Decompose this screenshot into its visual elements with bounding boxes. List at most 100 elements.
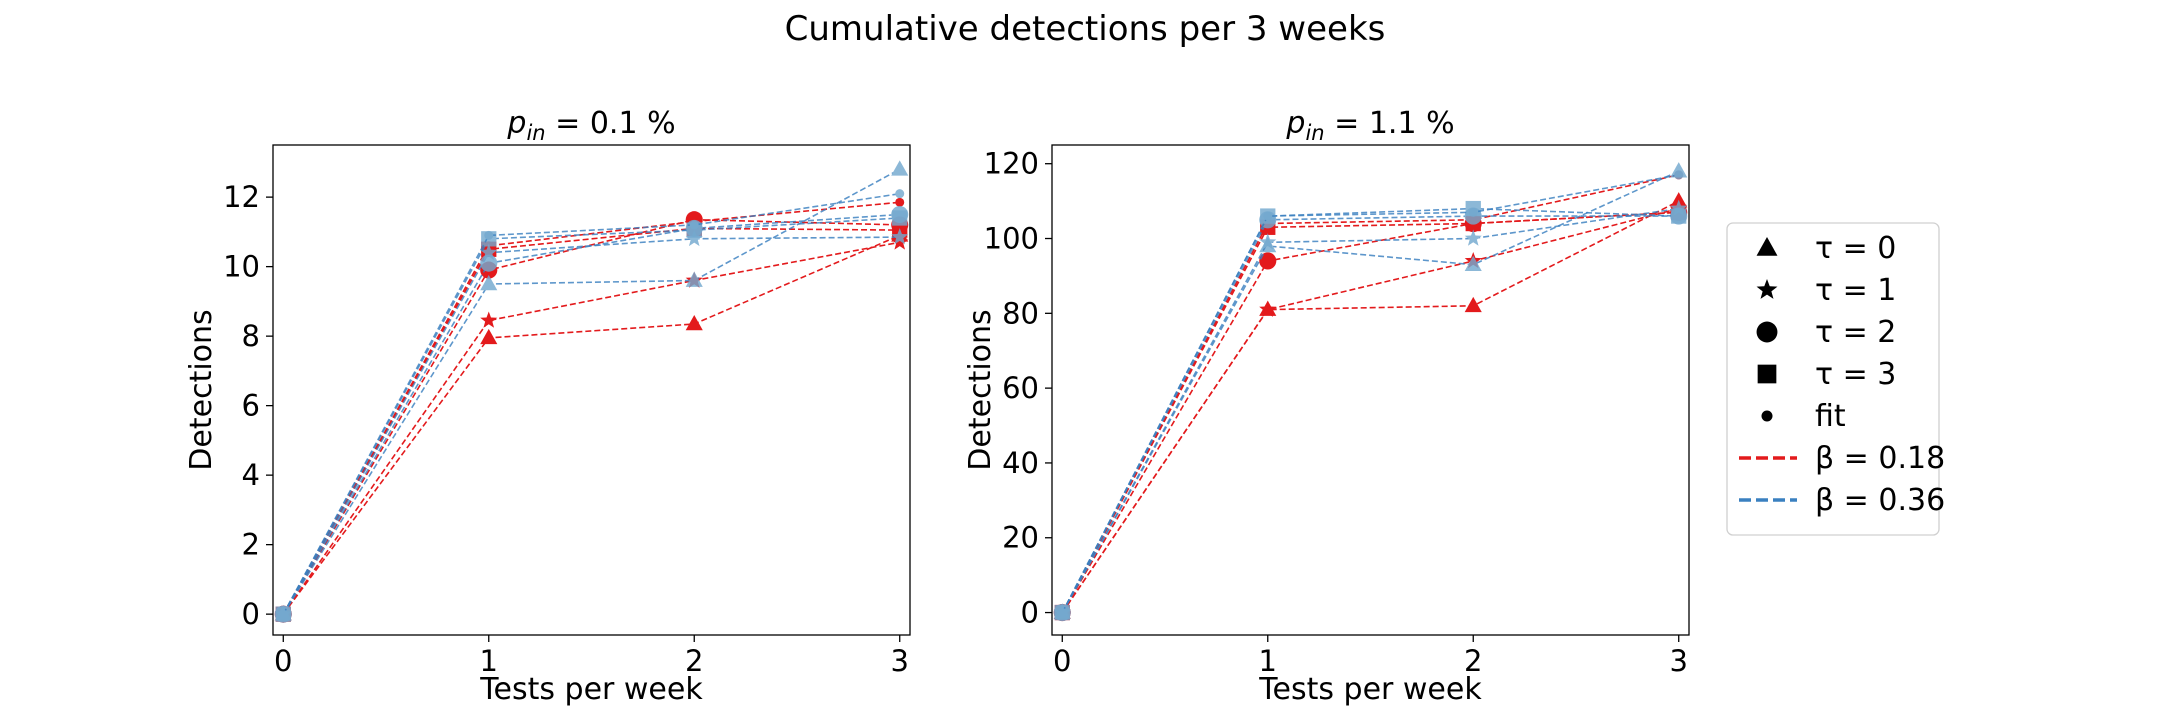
data-point [1259, 252, 1277, 270]
data-point [480, 328, 498, 345]
data-point [480, 243, 498, 261]
star-icon [1756, 279, 1778, 299]
legend-label: β = 0.18 [1815, 441, 1945, 476]
series-line [282, 201, 900, 615]
series-line [282, 236, 900, 615]
series-beta-0_36-dot [1057, 170, 1684, 618]
series-beta-0_18-circle [1053, 203, 1688, 622]
series-beta-0_18-triangle [274, 226, 909, 621]
data-point [1259, 300, 1277, 317]
data-point [480, 254, 498, 272]
data-point [1674, 170, 1684, 180]
legend-label: τ = 1 [1815, 273, 1896, 308]
x-tick-label: 1 [480, 644, 498, 678]
x-tick-label: 2 [685, 644, 703, 678]
y-tick-label: 12 [223, 180, 260, 214]
series-line [282, 213, 900, 615]
data-point [895, 197, 905, 207]
series-beta-0_36-square [275, 210, 908, 622]
data-point [1259, 233, 1277, 250]
series-line [282, 218, 900, 615]
data-point [1468, 207, 1478, 217]
y-tick-label: 4 [242, 458, 260, 492]
data-point [480, 275, 498, 291]
data-point [685, 314, 703, 331]
series-line [282, 227, 900, 615]
data-point [895, 189, 905, 199]
series-line [1061, 170, 1680, 613]
series-beta-0_36-triangle [274, 160, 909, 621]
data-point [685, 271, 703, 287]
triangle-icon [1756, 237, 1778, 256]
series-line [282, 192, 900, 615]
series-beta-0_36-star [1053, 199, 1688, 620]
data-point [891, 233, 909, 250]
series-line [282, 168, 901, 615]
series-line [282, 234, 901, 615]
legend-entry: τ = 2 [1756, 315, 1896, 350]
legend-label: τ = 2 [1815, 315, 1896, 350]
data-point [1263, 211, 1273, 221]
series-line [1061, 200, 1680, 614]
legend-entry: τ = 3 [1757, 357, 1896, 392]
panel-2: pin = 1.1 % 0 1 2 3 0 20 40 60 80 100 120 Tests per … [963, 106, 1690, 707]
y-tick-label: 2 [242, 528, 260, 562]
y-tick-label: 20 [1002, 521, 1039, 555]
y-tick-label: 8 [242, 319, 260, 353]
x-tick-label: 0 [1053, 644, 1071, 678]
series-beta-0_18-square [1054, 204, 1687, 621]
series-line [1061, 211, 1679, 614]
x-tick-label: 3 [1669, 644, 1687, 678]
y-tick-label: 120 [984, 147, 1039, 181]
series-beta-0_36-circle [1053, 207, 1688, 622]
series-beta-0_36-circle [274, 205, 909, 623]
series-beta-0_18-dot [278, 197, 905, 619]
x-tick-label: 3 [890, 644, 908, 678]
series-beta-0_36-triangle [1053, 162, 1688, 619]
legend-entry: β = 0.18 [1739, 441, 1945, 476]
series-beta-0_18-star [274, 233, 909, 622]
series-beta-0_18-dot [1057, 170, 1684, 618]
y-axis-label: Detections [184, 309, 219, 470]
y-tick-label: 40 [1002, 446, 1039, 480]
data-point [892, 210, 908, 226]
x-axis-label: Tests per week [479, 672, 703, 707]
series-beta-0_36-square [1054, 200, 1687, 621]
series-line [1061, 207, 1679, 613]
series-beta-0_36-dot [278, 189, 905, 619]
y-tick-label: 10 [223, 250, 260, 284]
series-beta-0_36-star [274, 228, 909, 622]
legend-entry: τ = 0 [1756, 231, 1896, 266]
data-point [891, 160, 909, 176]
data-point [1464, 296, 1482, 313]
y-tick-label: 60 [1002, 371, 1039, 405]
data-point [891, 228, 909, 245]
series-line [1061, 211, 1679, 613]
y-tick-label: 0 [242, 597, 260, 631]
legend-entry: fit [1761, 399, 1846, 434]
series-line [1061, 207, 1679, 614]
series-line [1061, 174, 1679, 613]
legend-label: β = 0.36 [1815, 483, 1945, 518]
dot-icon [1761, 410, 1773, 422]
data-point [278, 609, 288, 619]
circle-icon [1756, 321, 1778, 343]
series-line [1061, 207, 1679, 613]
y-tick-label: 100 [984, 222, 1039, 256]
data-point [1464, 229, 1482, 246]
data-point [689, 220, 699, 230]
x-tick-label: 2 [1464, 644, 1482, 678]
legend-label: τ = 0 [1815, 231, 1896, 266]
series-line [282, 241, 900, 615]
x-tick-label: 1 [1259, 644, 1277, 678]
data-point [1057, 608, 1067, 618]
square-icon [1757, 364, 1777, 384]
data-point [685, 229, 703, 247]
axes-frame [272, 144, 911, 636]
y-tick-label: 80 [1002, 296, 1039, 330]
data-point [1464, 255, 1482, 271]
x-tick-label: 0 [274, 644, 292, 678]
